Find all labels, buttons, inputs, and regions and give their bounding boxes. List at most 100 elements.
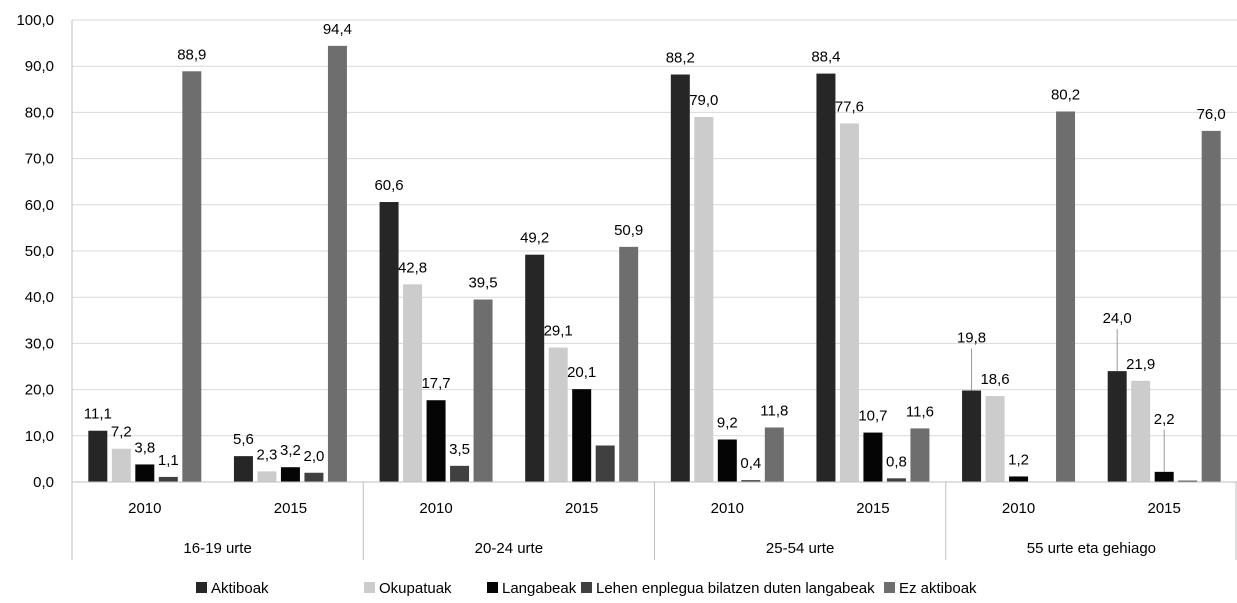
legend-label: Ez aktiboak [899, 580, 977, 597]
bar [910, 428, 930, 482]
bar [233, 456, 253, 482]
bar [886, 478, 906, 482]
bar [572, 389, 592, 482]
data-label: 42,8 [398, 259, 427, 276]
bar [111, 448, 131, 482]
bar [1154, 471, 1174, 482]
data-label: 18,6 [980, 371, 1009, 388]
data-label: 11,1 [84, 406, 112, 423]
data-label: 94,4 [323, 21, 352, 38]
data-label: 3,2 [280, 442, 301, 459]
x-tick-label-year: 2015 [274, 500, 307, 517]
legend-swatch [487, 582, 498, 593]
data-label: 60,6 [374, 177, 403, 194]
data-label: 7,2 [111, 424, 132, 441]
y-tick-label: 20,0 [25, 382, 54, 399]
x-group-label: 25-54 urte [766, 540, 834, 557]
bar [304, 472, 324, 482]
data-label: 2,3 [257, 446, 278, 463]
bar [403, 284, 423, 482]
y-axis: 0,0 10,0 20,0 30,0 40,0 50,0 60,0 70,0 80,0 90,0 1… [16, 12, 73, 491]
bar [1009, 476, 1029, 482]
data-label: 39,5 [468, 275, 497, 292]
y-tick-label: 80,0 [25, 104, 54, 121]
bar [426, 400, 446, 482]
data-label: 80,2 [1051, 86, 1080, 103]
legend-swatch [196, 582, 207, 593]
data-label: 1,1 [158, 452, 179, 469]
data-label: 17,7 [421, 375, 450, 392]
legend-label: Langabeak [502, 580, 577, 597]
x-tick-label-year: 2010 [711, 500, 744, 517]
data-label: 2,0 [304, 448, 325, 465]
data-label: 79,0 [689, 92, 718, 109]
legend-swatch [884, 582, 895, 593]
data-label: 3,8 [134, 439, 155, 456]
data-label: 76,0 [1197, 106, 1226, 123]
y-tick-label: 10,0 [25, 428, 54, 445]
gridlines [72, 19, 1237, 483]
y-tick-label: 0,0 [33, 474, 54, 491]
bar [1131, 380, 1151, 482]
data-label: 29,1 [544, 323, 573, 340]
y-tick-label: 50,0 [25, 243, 54, 260]
data-label: 1,2 [1008, 451, 1029, 468]
x-tick-label-year: 2015 [565, 500, 598, 517]
x-group-label: 16-19 urte [183, 540, 251, 557]
data-label: 19,8 [957, 330, 986, 347]
bar [473, 299, 493, 482]
legend-swatch [364, 582, 375, 593]
bar [764, 427, 784, 482]
data-label: 88,4 [811, 49, 840, 66]
y-tick-label: 70,0 [25, 151, 54, 168]
bar [135, 464, 155, 482]
data-label: 20,1 [567, 364, 596, 381]
bar [525, 254, 545, 482]
y-tick-label: 90,0 [25, 58, 54, 75]
bar [1178, 480, 1198, 482]
data-label: 11,8 [760, 402, 788, 419]
bar [182, 71, 202, 483]
data-label: 24,0 [1103, 310, 1132, 327]
data-labels: 11,1 5,6 60,6 49,2 88,2 88,4 19,8 24,0 7,2 2,3 42,… [84, 21, 1226, 472]
y-tick-label: 60,0 [25, 197, 54, 214]
x-group-label: 20-24 urte [475, 540, 543, 557]
data-label: 2,2 [1154, 411, 1175, 428]
x-tick-label-year: 2010 [1002, 500, 1035, 517]
y-tick-label: 30,0 [25, 335, 54, 352]
bar [985, 396, 1005, 482]
bar [1056, 111, 1076, 482]
bar [816, 73, 836, 482]
bar [619, 246, 639, 482]
x-tick-label-year: 2010 [128, 500, 161, 517]
data-label: 0,4 [740, 455, 761, 472]
bar [670, 74, 690, 483]
bar [280, 467, 300, 482]
bar [694, 117, 714, 483]
legend: Aktiboak Okupatuak Langabeak Lehen enplegua… [196, 580, 977, 597]
data-label: 88,9 [177, 46, 206, 63]
bar [548, 347, 568, 482]
bar [595, 445, 615, 482]
legend-label: Aktiboak [211, 580, 269, 597]
bar [717, 439, 737, 482]
data-label: 50,9 [614, 222, 643, 239]
bar [158, 476, 178, 482]
data-label: 9,2 [717, 414, 738, 431]
data-label: 0,8 [886, 453, 907, 470]
bar [257, 471, 277, 482]
bar [962, 390, 982, 482]
bars [88, 45, 1221, 483]
data-label: 21,9 [1126, 356, 1155, 373]
data-label: 77,6 [835, 98, 864, 115]
data-label: 3,5 [449, 441, 470, 458]
x-group-label: 55 urte eta gehiago [1027, 540, 1156, 557]
bar [450, 465, 470, 482]
legend-label: Lehen enplegua bilatzen duten langabeak [596, 580, 875, 597]
data-label: 88,2 [666, 50, 695, 67]
bar [88, 430, 108, 482]
bar [1107, 371, 1127, 482]
legend-swatch [581, 582, 592, 593]
y-tick-label: 100,0 [16, 12, 54, 29]
